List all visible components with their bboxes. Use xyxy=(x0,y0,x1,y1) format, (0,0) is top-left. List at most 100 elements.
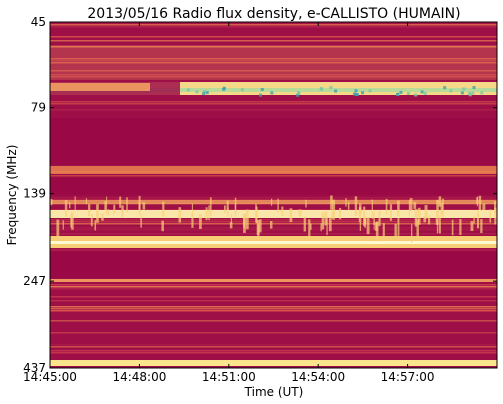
spectrogram-streak xyxy=(186,88,190,92)
spectrogram-band xyxy=(50,296,497,298)
spectrogram-band xyxy=(50,197,497,199)
spectrogram-streak xyxy=(334,89,338,93)
spectrogram-band xyxy=(50,233,497,235)
spectrogram-streak xyxy=(257,224,260,239)
spectrogram-streak xyxy=(199,214,202,230)
spectrogram-streak xyxy=(478,195,482,211)
spectrogram-streak xyxy=(226,200,229,210)
spectrogram-streak xyxy=(414,209,418,227)
spectrogram-band xyxy=(50,221,497,223)
spectrogram-band xyxy=(50,101,497,103)
spectrogram-band xyxy=(50,83,150,91)
spectrogram-streak xyxy=(406,92,410,96)
spectrogram-streak xyxy=(230,213,232,224)
spectrogram-streak xyxy=(320,223,322,232)
spectrogram-streak xyxy=(243,213,246,233)
spectrogram-streak xyxy=(449,89,453,93)
spectrogram-streak xyxy=(371,199,373,219)
spectrogram-streak xyxy=(271,198,273,206)
spectrogram-band xyxy=(50,252,497,278)
spectrogram-streak xyxy=(303,216,306,232)
spectrogram-band xyxy=(50,175,497,177)
spectrogram-streak xyxy=(482,203,486,211)
spectrogram-band xyxy=(50,26,497,28)
spectrogram-streak xyxy=(203,90,207,94)
spectrogram-streak xyxy=(329,86,333,90)
spectrogram-streak xyxy=(476,197,478,204)
spectrogram-streak xyxy=(332,199,336,220)
spectrogram-band xyxy=(50,310,497,312)
spectrogram-streak xyxy=(101,213,104,221)
spectrogram-streak xyxy=(462,87,466,91)
spectrogram-streak xyxy=(378,210,381,227)
spectrogram-streak xyxy=(375,222,378,231)
spectrogram-streak xyxy=(106,196,108,215)
spectrogram-streak xyxy=(270,91,274,95)
spectrogram-streak xyxy=(373,211,375,225)
spectrogram-streak xyxy=(161,220,164,232)
spectrogram-streak xyxy=(396,92,400,96)
spectrogram-band xyxy=(50,306,497,308)
spectrogram-streak xyxy=(245,209,249,230)
spectrogram-streak xyxy=(440,203,443,216)
spectrogram-streak xyxy=(451,219,454,236)
spectrogram-streak xyxy=(428,215,431,225)
spectrogram-streak xyxy=(69,201,71,209)
spectrogram-streak xyxy=(121,205,124,218)
spectrogram-streak xyxy=(298,209,302,217)
spectrogram-streak xyxy=(94,220,97,231)
spectrogram-streak xyxy=(364,218,366,228)
spectrogram-streak xyxy=(339,207,342,220)
spectrogram-streak xyxy=(227,207,229,217)
y-tick-label: 79 xyxy=(31,101,46,115)
spectrogram-streak xyxy=(416,219,419,239)
spectrogram-band xyxy=(50,103,497,105)
spectrogram-streak xyxy=(191,203,194,215)
spectrogram-streak xyxy=(202,92,206,96)
spectrogram-streak xyxy=(345,198,347,207)
spectrogram-streak xyxy=(126,197,128,213)
spectrogram-streak xyxy=(56,219,60,237)
spectrogram-streak xyxy=(438,196,442,207)
spectrogram-streak xyxy=(321,212,325,230)
spectrogram-streak xyxy=(85,198,88,205)
spectrogram-streak xyxy=(328,217,332,232)
spectrogram-band xyxy=(50,70,497,72)
spectrogram-streak xyxy=(224,205,226,214)
spectrogram-streak xyxy=(229,222,233,229)
spectrogram-band xyxy=(50,118,497,165)
spectrogram-streak xyxy=(435,214,439,225)
spectrogram-streak xyxy=(140,215,142,228)
spectrogram-streak xyxy=(375,221,379,242)
spectrogram-streak xyxy=(309,223,312,230)
spectrogram-band xyxy=(50,284,497,286)
spectrogram-streak xyxy=(119,196,122,208)
spectrogram-band xyxy=(50,223,497,225)
spectrogram-streak xyxy=(366,217,370,235)
spectrogram-band xyxy=(50,40,497,42)
plot-frame xyxy=(49,21,498,369)
spectrogram-streak xyxy=(50,198,53,206)
spectrogram-streak xyxy=(90,214,93,227)
spectrogram-streak xyxy=(442,198,444,218)
x-axis-label: Time (UT) xyxy=(244,385,304,399)
x-tick-label: 14:45:00 xyxy=(23,370,77,384)
spectrogram-band xyxy=(50,350,497,352)
spectrogram-band xyxy=(50,279,497,282)
spectrogram-streak xyxy=(255,206,258,224)
spectrogram-streak xyxy=(296,93,300,97)
spectrogram-streak xyxy=(70,213,72,228)
spectrogram-streak xyxy=(308,219,311,238)
spectrogram-band xyxy=(50,178,497,195)
spectrogram-streak xyxy=(494,207,497,225)
spectrogram-band xyxy=(50,241,497,244)
spectrogram-streak xyxy=(347,201,350,210)
spectrogram-streak xyxy=(297,91,301,95)
spectrogram-band xyxy=(50,60,497,62)
spectrogram-streak xyxy=(472,86,476,90)
spectrogram-streak xyxy=(470,221,474,231)
spectrogram-streak xyxy=(423,91,427,95)
spectrogram-streak xyxy=(270,221,273,229)
spectrogram-band xyxy=(50,227,497,229)
spectrogram-streak xyxy=(363,206,366,227)
